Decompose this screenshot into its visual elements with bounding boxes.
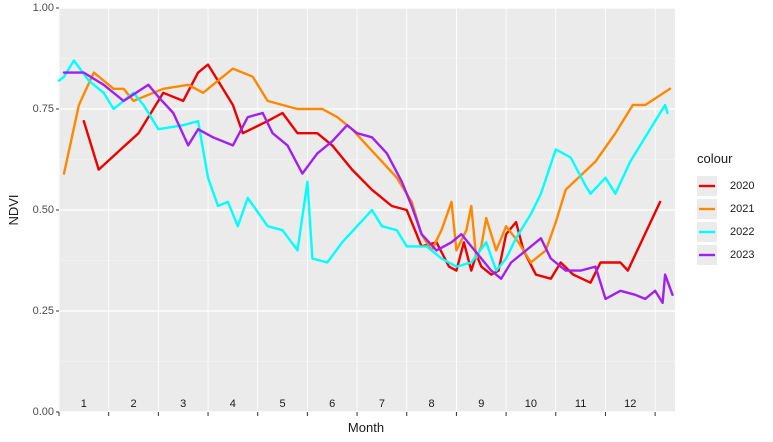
- x-axis-title: Month: [348, 420, 384, 435]
- month-label: 9: [478, 398, 484, 410]
- series-line-2022: [57, 59, 669, 272]
- legend-title: colour: [697, 151, 733, 166]
- month-label: 4: [230, 398, 236, 410]
- series-lines: [57, 59, 674, 305]
- legend: colour 2020 2021 2022 2023: [697, 151, 754, 265]
- y-tick-label: 0.25: [33, 305, 54, 317]
- legend-label-2021: 2021: [730, 203, 754, 215]
- y-tick-label: 0.75: [33, 103, 54, 115]
- series-line-2023: [62, 71, 674, 305]
- y-tick-label: 0.00: [33, 406, 54, 418]
- month-label: 2: [130, 398, 136, 410]
- series-line-2021: [62, 67, 672, 264]
- month-label: 3: [180, 398, 186, 410]
- legend-label-2022: 2022: [730, 226, 754, 238]
- month-label: 5: [279, 398, 285, 410]
- month-label: 11: [575, 398, 586, 410]
- y-axis-ticks: 0.00 0.25 0.50 0.75 1.00: [33, 2, 59, 418]
- legend-label-2020: 2020: [730, 180, 754, 192]
- month-label: 10: [525, 398, 537, 410]
- month-label: 6: [329, 398, 335, 410]
- month-label: 7: [379, 398, 385, 410]
- major-gridlines: [59, 7, 675, 413]
- month-label: 12: [624, 398, 636, 410]
- month-label: 8: [429, 398, 435, 410]
- y-axis-title: NDVI: [6, 194, 21, 225]
- month-label: 1: [81, 398, 87, 410]
- y-tick-label: 1.00: [33, 2, 54, 14]
- x-axis-ticks: 1 2 3 4 5 6 7 8 9 10 11 12: [58, 398, 656, 416]
- legend-label-2023: 2023: [730, 249, 754, 261]
- y-tick-label: 0.50: [33, 204, 54, 216]
